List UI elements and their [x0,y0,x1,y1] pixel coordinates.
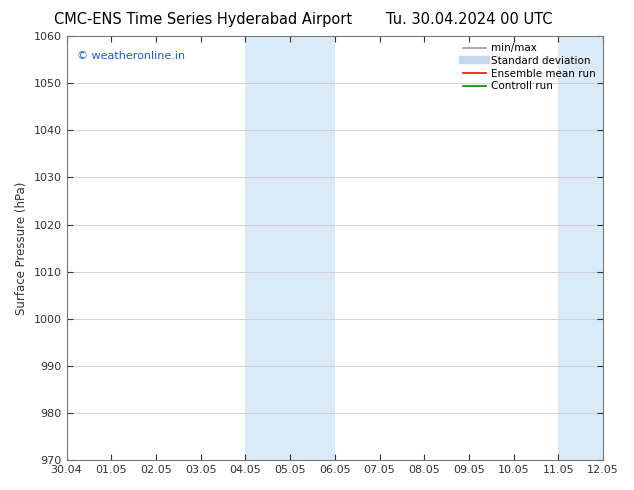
Text: CMC-ENS Time Series Hyderabad Airport: CMC-ENS Time Series Hyderabad Airport [54,12,352,27]
Text: Tu. 30.04.2024 00 UTC: Tu. 30.04.2024 00 UTC [386,12,552,27]
Legend: min/max, Standard deviation, Ensemble mean run, Controll run: min/max, Standard deviation, Ensemble me… [461,41,598,93]
Text: © weatheronline.in: © weatheronline.in [77,51,185,61]
Bar [245,36,335,460]
Bar [559,36,603,460]
Y-axis label: Surface Pressure (hPa): Surface Pressure (hPa) [15,181,28,315]
